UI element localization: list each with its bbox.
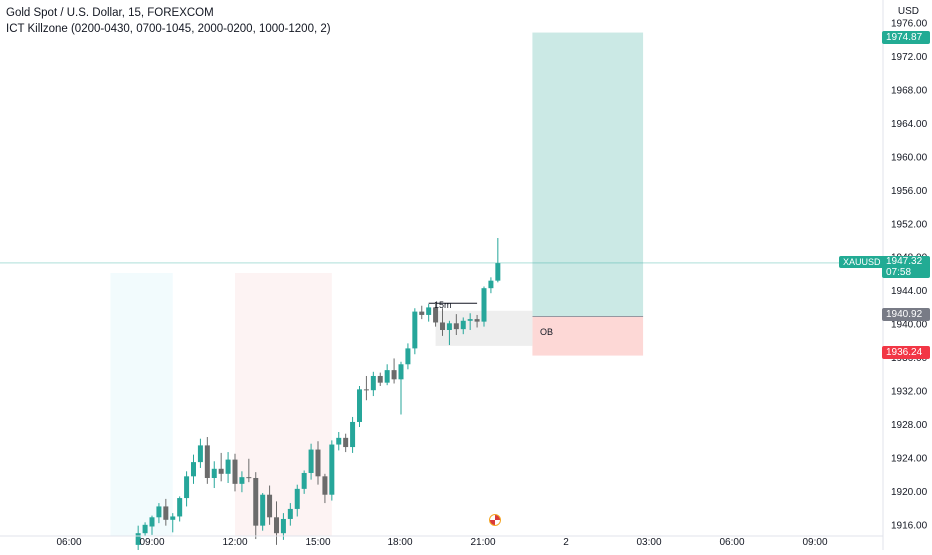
timeframe-label: 15m: [434, 300, 452, 310]
candle-body: [197, 445, 203, 463]
candle-body: [287, 508, 293, 519]
candle-body: [163, 506, 169, 520]
stop-price-tag: 1936.24: [882, 346, 930, 359]
x-tick-label: 06:00: [719, 537, 744, 548]
y-tick-label: 1968.00: [891, 86, 928, 97]
candle-body: [433, 307, 439, 323]
last-price-value: 1947.32: [886, 256, 923, 267]
candle-body: [336, 437, 342, 445]
candle-body: [440, 322, 445, 330]
y-tick-label: 1924.00: [891, 453, 928, 464]
candle-body: [184, 476, 190, 499]
candle-body: [274, 517, 279, 534]
candle-body: [412, 311, 418, 349]
candle-body: [495, 263, 501, 281]
y-tick-label: 1932.00: [891, 387, 928, 398]
chart-legend: Gold Spot / U.S. Dollar, 15, FOREXCOM IC…: [6, 5, 331, 37]
candle-body: [446, 323, 452, 330]
last-price-tag: 1947.32 07:58: [882, 256, 930, 278]
killzone-box-0: [110, 273, 173, 536]
y-tick-label: 1960.00: [891, 152, 928, 163]
candle-body: [322, 476, 328, 495]
x-tick-label: 03:00: [636, 537, 661, 548]
candle-body: [225, 459, 231, 474]
candle-body: [350, 421, 356, 448]
candle-body: [253, 477, 259, 526]
currency-label[interactable]: USD: [897, 6, 919, 17]
candle-body: [460, 320, 466, 330]
candle-body: [191, 462, 196, 477]
candle-body: [363, 389, 369, 391]
y-tick-label: 1920.00: [891, 487, 928, 498]
y-tick-label: 1952.00: [891, 219, 928, 230]
candle-body: [453, 323, 459, 330]
candle-body: [135, 533, 141, 545]
x-tick-label: 2: [563, 537, 569, 548]
candle-body: [239, 477, 245, 484]
candle-body: [357, 389, 362, 422]
candle-body: [211, 468, 217, 478]
candle-body: [294, 488, 300, 509]
x-tick-label: 15:00: [305, 537, 330, 548]
candle-body: [391, 370, 397, 380]
y-tick-label: 1944.00: [891, 286, 928, 297]
candle-body: [149, 517, 155, 527]
ob-label: OB: [540, 327, 554, 337]
y-tick-label: 1916.00: [891, 520, 928, 531]
candle-body: [170, 516, 176, 520]
candle-body: [481, 288, 487, 322]
profit-zone[interactable]: [532, 32, 644, 317]
y-tick-label: 1976.00: [891, 19, 928, 30]
y-tick-label: 1956.00: [891, 186, 928, 197]
candle-body: [218, 468, 224, 474]
candle-body: [377, 375, 383, 383]
candle-body: [398, 364, 404, 380]
candle-body: [405, 348, 411, 365]
indicator-title[interactable]: ICT Killzone (0200-0430, 0700-1045, 2000…: [6, 23, 331, 35]
candle-body: [474, 319, 480, 322]
candle-body: [142, 524, 148, 534]
candle-body: [204, 445, 210, 478]
loss-zone[interactable]: [532, 316, 644, 356]
candle-body: [315, 449, 321, 477]
us-flag-icon[interactable]: [489, 514, 501, 526]
x-tick-label: 06:00: [56, 537, 81, 548]
y-tick-label: 1940.00: [891, 320, 928, 331]
candle-body: [343, 437, 349, 448]
bar-countdown: 07:58: [886, 267, 912, 278]
x-tick-label: 18:00: [387, 537, 412, 548]
entry-price-tag: 1940.92: [882, 308, 930, 321]
candle-body: [426, 307, 432, 315]
candle-body: [267, 494, 273, 518]
candle-body: [232, 459, 238, 484]
candle-body: [177, 498, 183, 517]
candle-body: [488, 280, 494, 289]
candle-body: [156, 506, 162, 518]
candle-body: [246, 477, 252, 479]
candle-body: [384, 370, 390, 383]
x-tick-label: 09:00: [802, 537, 827, 548]
killzone-box-1: [235, 273, 332, 536]
candle-body: [329, 444, 335, 495]
candle-body: [370, 375, 376, 391]
candle-body: [280, 518, 286, 534]
candle-body: [308, 449, 314, 473]
candle-body: [467, 319, 473, 321]
candle-body: [419, 311, 425, 315]
y-tick-label: 1928.00: [891, 420, 928, 431]
x-tick-label: 12:00: [222, 537, 247, 548]
candle-body: [260, 494, 266, 526]
target-price-tag: 1974.87: [882, 31, 930, 44]
candle-body: [301, 472, 307, 489]
symbol-badge[interactable]: XAUUSD: [839, 256, 885, 268]
x-tick-label: 21:00: [470, 537, 495, 548]
symbol-title[interactable]: Gold Spot / U.S. Dollar, 15, FOREXCOM: [6, 7, 214, 19]
y-tick-label: 1964.00: [891, 119, 928, 130]
y-tick-label: 1972.00: [891, 52, 928, 63]
x-tick-label: 09:00: [139, 537, 164, 548]
